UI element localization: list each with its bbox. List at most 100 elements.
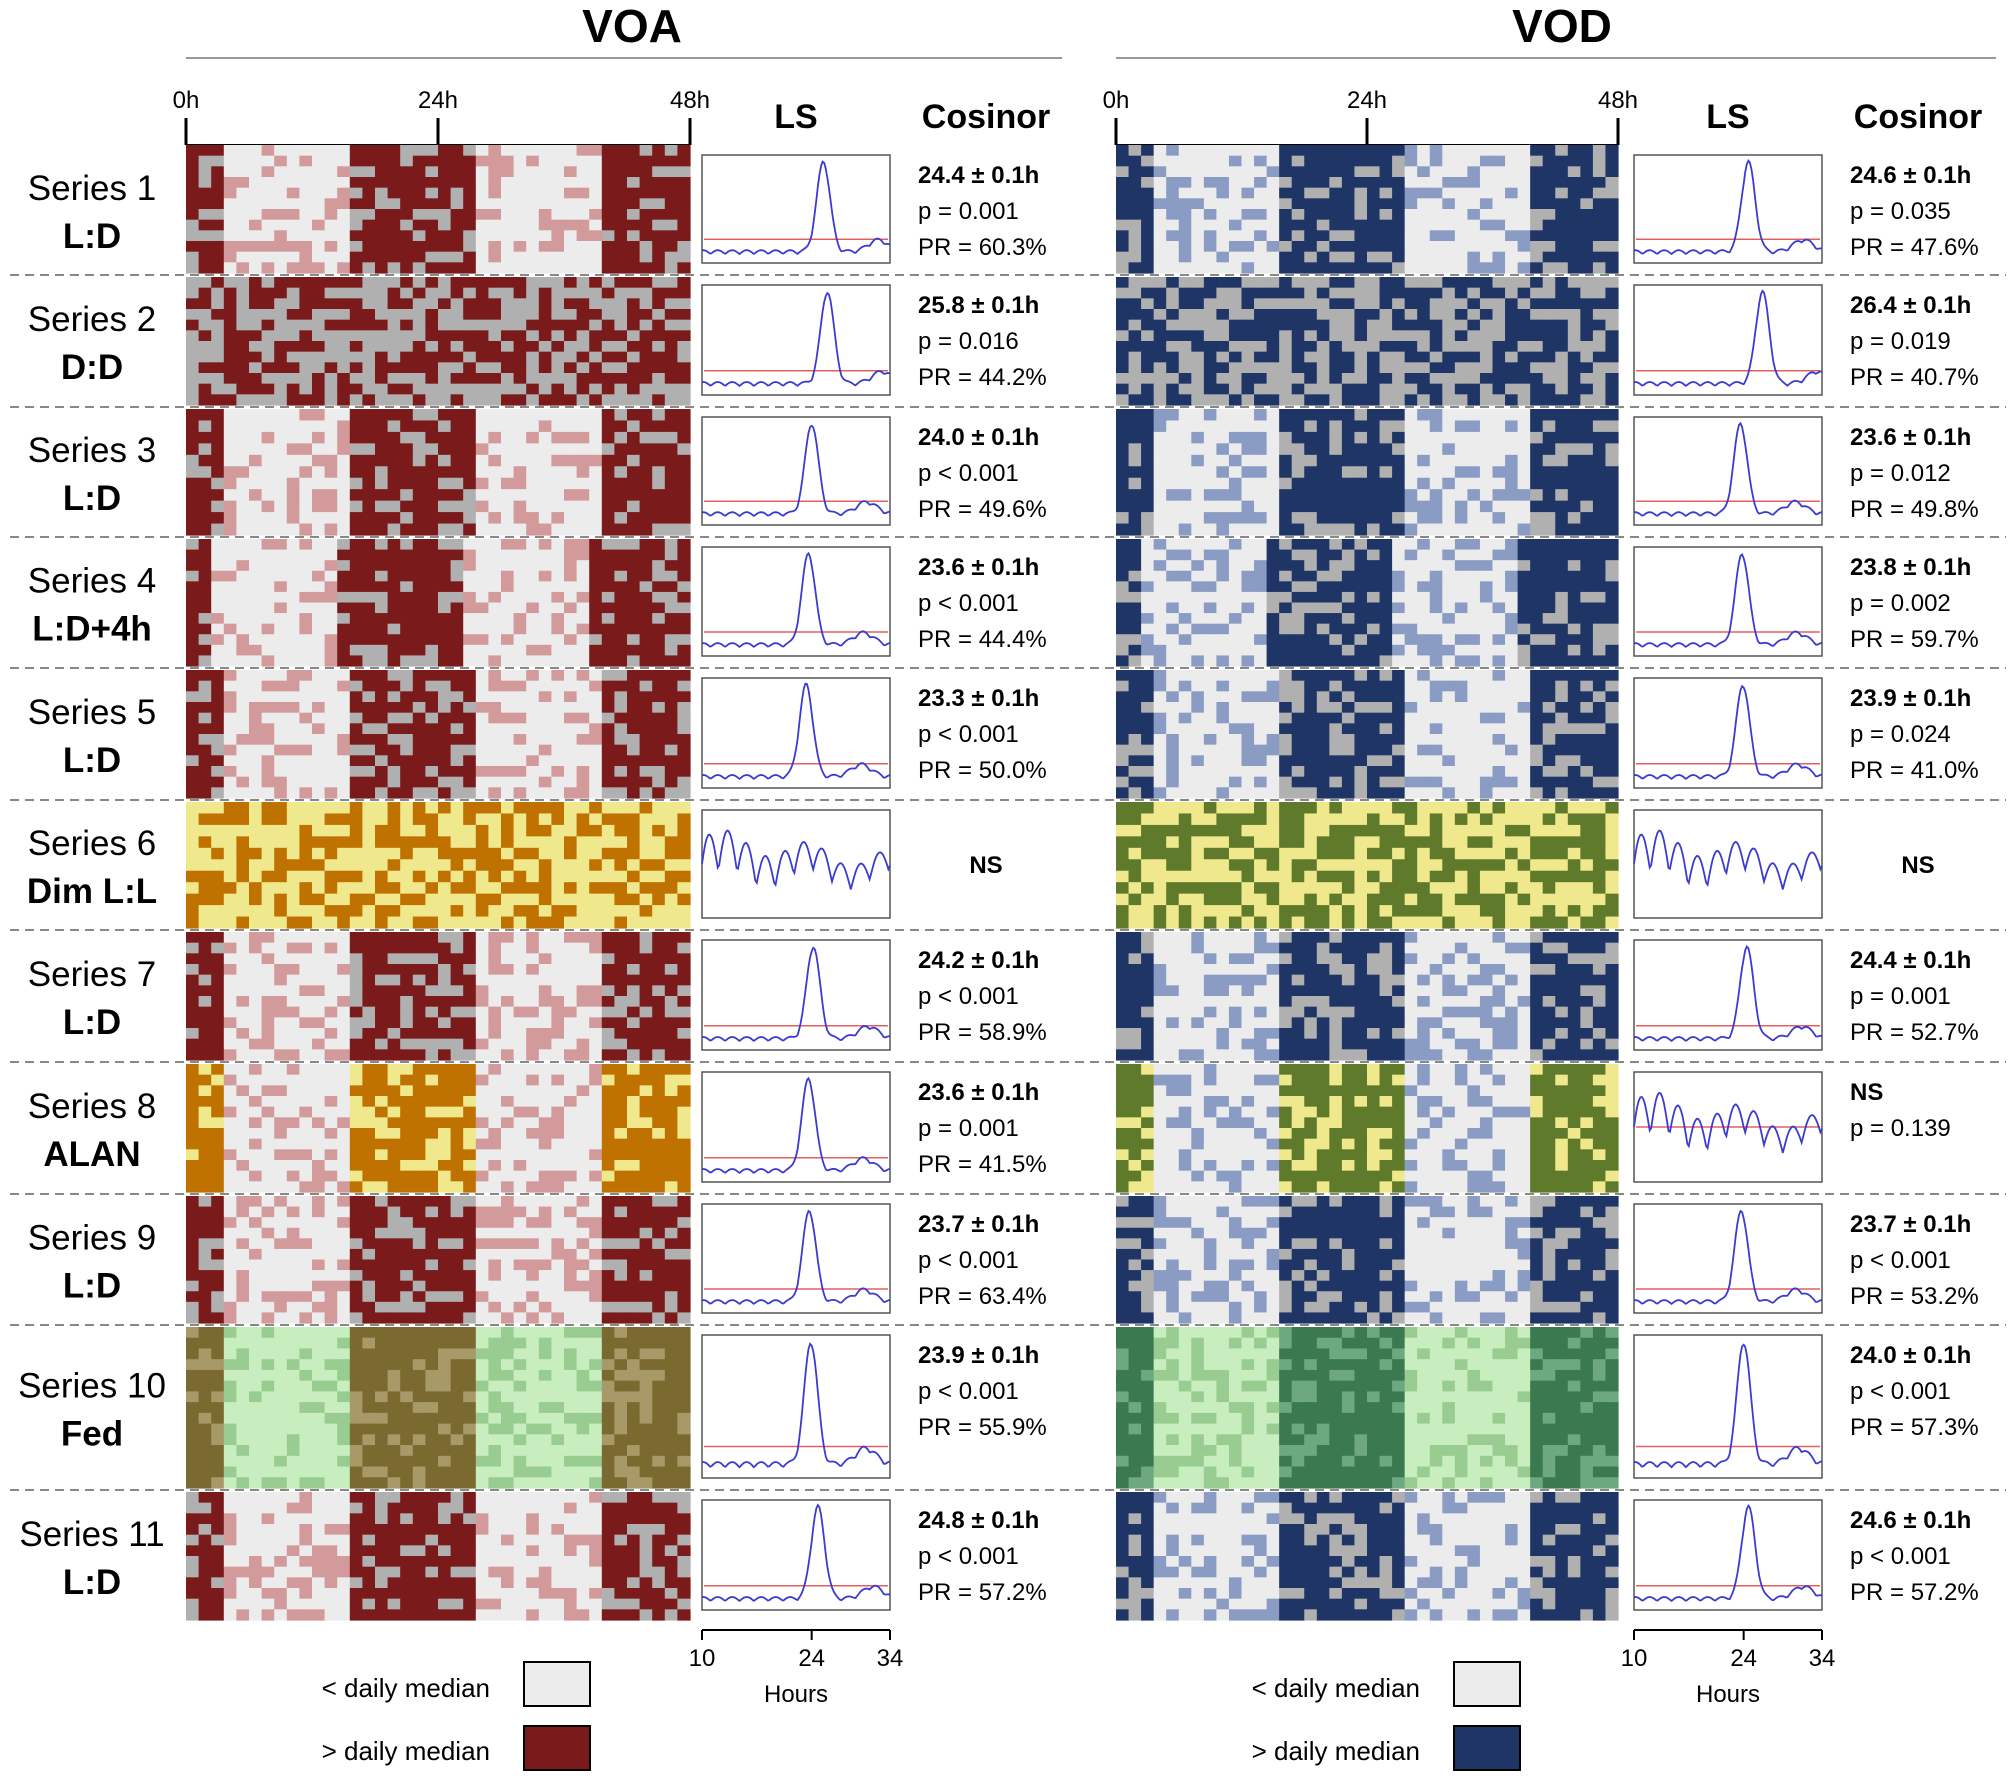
actogram-cell	[312, 744, 326, 756]
actogram-cell	[412, 145, 426, 157]
actogram-cell	[211, 1049, 225, 1061]
actogram-cell	[324, 1049, 338, 1061]
actogram-cell	[652, 309, 666, 321]
actogram-cell	[299, 287, 313, 299]
actogram-cell	[438, 1170, 452, 1182]
actogram-cell	[425, 644, 439, 657]
actogram-cell	[299, 870, 313, 883]
actogram-cell	[614, 394, 628, 406]
actogram-cell	[627, 1096, 641, 1108]
row-label-series: Series 10	[18, 1367, 166, 1406]
actogram-cell	[551, 1138, 565, 1150]
actogram-cell	[198, 1455, 212, 1468]
actogram-cell	[526, 539, 540, 551]
actogram-cell	[614, 1455, 628, 1468]
actogram-cell	[198, 1028, 212, 1040]
actogram-cell	[349, 723, 363, 735]
actogram-cell	[513, 1028, 527, 1040]
actogram-cell	[551, 1096, 565, 1108]
actogram-cell	[501, 1348, 515, 1360]
actogram-cell	[324, 953, 338, 965]
actogram-cell	[538, 219, 552, 231]
actogram-cell	[450, 1181, 464, 1193]
actogram-cell	[601, 702, 615, 714]
actogram-cell	[664, 613, 678, 625]
actogram-cell	[312, 512, 326, 525]
actogram-cell	[261, 187, 275, 199]
actogram-cell	[223, 787, 237, 799]
actogram-cell	[576, 1227, 590, 1239]
actogram-cell	[501, 1291, 515, 1303]
actogram-cell	[463, 1181, 477, 1193]
actogram-cell	[362, 145, 376, 157]
actogram-cell	[223, 776, 237, 788]
actogram-cell	[576, 287, 590, 299]
actogram-cell	[564, 177, 578, 189]
actogram-cell	[312, 691, 326, 703]
actogram-cell	[488, 766, 502, 778]
actogram-cell	[400, 723, 414, 735]
actogram-cell	[274, 734, 288, 746]
actogram-cell	[475, 985, 489, 997]
actogram-cell	[249, 1312, 263, 1324]
actogram-cell	[664, 787, 678, 799]
actogram-cell	[564, 1149, 578, 1161]
actogram-cell	[488, 187, 502, 199]
actogram-cell	[475, 1248, 489, 1261]
actogram-cell	[198, 916, 212, 929]
actogram-cell	[324, 420, 338, 433]
actogram-cell	[286, 893, 300, 906]
actogram-cell	[299, 230, 313, 242]
actogram-cell	[362, 893, 376, 906]
actogram-cell	[614, 1096, 628, 1108]
actogram-cell	[639, 477, 653, 490]
actogram-cell	[438, 755, 452, 767]
actogram-cell	[324, 443, 338, 456]
actogram-cell	[387, 1117, 401, 1129]
actogram-cell	[475, 813, 489, 826]
actogram-cell	[223, 1270, 237, 1282]
actogram-cell	[412, 802, 426, 815]
actogram-cell	[664, 394, 678, 406]
actogram-cell	[375, 712, 389, 724]
actogram-cell	[375, 1337, 389, 1350]
actogram-cell	[412, 362, 426, 374]
actogram-cell	[249, 1455, 263, 1468]
actogram-cell	[249, 383, 263, 395]
actogram-cell	[186, 1170, 200, 1182]
actogram-cell	[186, 942, 200, 954]
actogram-cell	[349, 166, 363, 178]
actogram-cell	[501, 1327, 515, 1339]
actogram-cell	[538, 341, 552, 353]
actogram-cell	[538, 655, 552, 667]
actogram-cell	[236, 177, 250, 189]
actogram-cell	[614, 964, 628, 976]
actogram-cell	[387, 836, 401, 849]
actogram-cell	[614, 549, 628, 561]
actogram-cell	[564, 1280, 578, 1292]
actogram-cell	[475, 500, 489, 513]
actogram-cell	[425, 964, 439, 976]
actogram-cell	[576, 1369, 590, 1382]
actogram-cell	[198, 230, 212, 242]
actogram-cell	[589, 1128, 603, 1140]
actogram-cell	[211, 341, 225, 353]
actogram-cell	[538, 431, 552, 444]
actogram-cell	[589, 1017, 603, 1029]
actogram-cell	[186, 755, 200, 767]
actogram-cell	[400, 1227, 414, 1239]
actogram-cell	[526, 974, 540, 986]
actogram-cell	[387, 1196, 401, 1208]
actogram-cell	[538, 787, 552, 799]
actogram-cell	[488, 1085, 502, 1097]
actogram-cell	[337, 443, 351, 456]
actogram-cell	[438, 373, 452, 385]
actogram-cell	[236, 362, 250, 374]
actogram-cell	[211, 905, 225, 918]
actogram-cell	[463, 420, 477, 433]
actogram-cell	[576, 712, 590, 724]
actogram-cell	[312, 251, 326, 263]
actogram-cell	[652, 932, 666, 944]
actogram-cell	[438, 383, 452, 395]
actogram-cell	[488, 613, 502, 625]
